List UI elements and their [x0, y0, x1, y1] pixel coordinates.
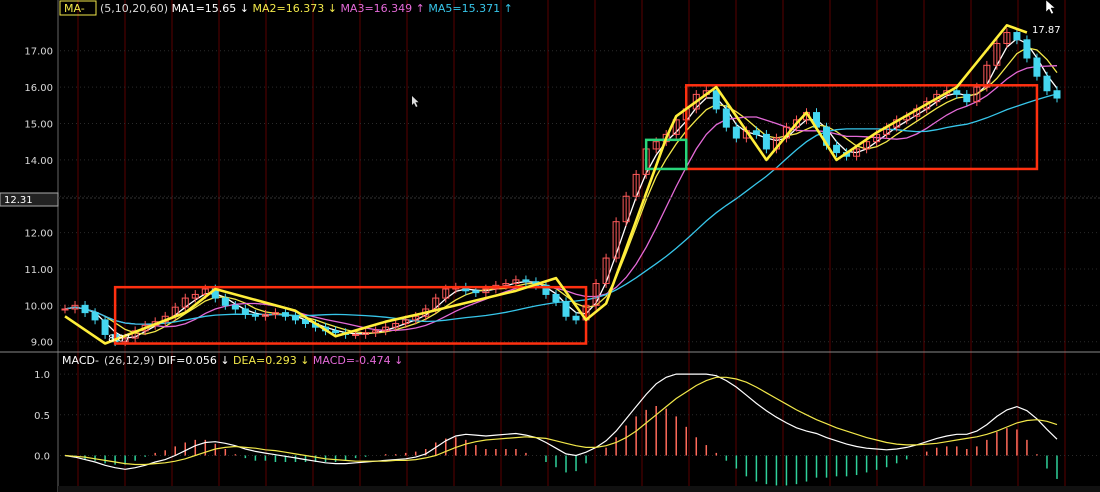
candle	[572, 311, 580, 325]
candle	[833, 140, 841, 157]
dif-line	[64, 373, 1058, 470]
candle	[762, 130, 770, 154]
moving-average-lines	[64, 37, 1058, 339]
candle	[552, 290, 560, 307]
y-tick-label: 17.00	[24, 47, 53, 58]
ma-line-ma3	[64, 65, 1058, 332]
ma-line-ma5	[64, 93, 1058, 325]
candle	[1003, 28, 1011, 48]
ma-value: MA5=15.371 ↑	[428, 2, 512, 15]
candle	[722, 104, 730, 132]
y-tick-label: 10.00	[24, 301, 53, 312]
y-tick-label: 11.00	[24, 265, 53, 276]
candle	[562, 297, 570, 321]
candle	[362, 328, 370, 339]
zigzag-trend-lines	[64, 24, 1028, 345]
candle	[291, 311, 299, 325]
candle	[281, 308, 289, 321]
ma-params: (5,10,20,60)	[100, 2, 172, 15]
macd-value: MACD=-0.474 ↓	[313, 354, 403, 367]
current-price-tag: 12.31	[4, 195, 33, 206]
ma-value: MA3=16.349 ↑	[340, 2, 428, 15]
vertical-gridlines	[77, 0, 1066, 486]
y-tick-label: 9.00	[31, 338, 53, 349]
candle	[732, 122, 740, 143]
macd-y-tick-label: 0.5	[34, 411, 50, 422]
candle	[602, 253, 610, 288]
candle	[612, 217, 620, 263]
candle	[993, 39, 1001, 70]
indicator-tag-box[interactable]	[59, 0, 97, 16]
candle	[1033, 53, 1041, 81]
ma-line-ma2	[64, 47, 1058, 335]
candle	[512, 275, 520, 288]
macd-y-tick-label: 1.0	[34, 370, 50, 381]
low-price-label: 8.87	[108, 334, 130, 345]
consolidation-box	[113, 285, 588, 345]
zigzag-line	[64, 24, 1028, 345]
candle	[372, 326, 380, 337]
y-tick-label: 12.00	[24, 229, 53, 240]
y-tick-label: 16.00	[24, 83, 53, 94]
candle	[241, 304, 249, 319]
consolidation-box	[685, 84, 1039, 171]
candle	[632, 170, 640, 201]
candle	[522, 275, 530, 287]
candle	[231, 300, 239, 314]
candle	[81, 300, 89, 317]
candle	[672, 115, 680, 139]
candle	[592, 279, 600, 310]
ma-value: MA1=15.65 ↓	[172, 2, 253, 15]
candle	[382, 322, 390, 336]
candle	[712, 86, 720, 114]
candle	[191, 290, 199, 303]
date-axis-strip	[58, 486, 1100, 492]
candle	[973, 82, 981, 107]
candle	[71, 300, 79, 314]
y-tick-label: 14.00	[24, 156, 53, 167]
candle	[271, 308, 279, 319]
candle	[91, 308, 99, 325]
candle	[392, 319, 400, 332]
mouse-cursor-icon	[1045, 0, 1056, 15]
macd-histogram	[74, 405, 1058, 486]
candle	[1023, 35, 1031, 63]
ma-value: MA2=16.373 ↓	[253, 2, 341, 15]
candle	[752, 126, 760, 139]
price-indicator-values: (5,10,20,60) MA1=15.65 ↓ MA2=16.373 ↓ MA…	[100, 2, 513, 15]
candle	[101, 315, 109, 339]
candle	[221, 293, 229, 310]
mouse-cursor-icon	[412, 96, 419, 107]
high-price-label: 17.87	[1032, 25, 1061, 36]
dea-line	[64, 376, 1058, 466]
macd-y-tick-label: 0.0	[34, 452, 50, 463]
candle	[261, 310, 269, 321]
macd-indicator-values: (26,12,9) DIF=0.056 ↓ DEA=0.293 ↓ MACD=-…	[104, 354, 403, 367]
macd-y-axis: 0.0 0.5 1.0	[34, 370, 1100, 463]
candle	[181, 293, 189, 312]
macd-indicator-label[interactable]: MACD-	[62, 354, 99, 367]
price-indicator-label[interactable]: MA-	[64, 2, 85, 15]
candle	[1043, 71, 1051, 96]
candle	[251, 310, 259, 321]
current-price-tag-box	[0, 192, 59, 207]
macd-lines	[64, 373, 1058, 470]
macd-params: (26,12,9)	[104, 354, 158, 367]
macd-value: DIF=0.056 ↓	[158, 354, 233, 367]
y-tick-label: 15.00	[24, 119, 53, 130]
candle	[1053, 86, 1061, 103]
candle	[1013, 28, 1021, 45]
candle	[963, 90, 971, 107]
candle	[61, 304, 69, 314]
macd-value: DEA=0.293 ↓	[233, 354, 313, 367]
ma-line-ma1	[64, 37, 1058, 339]
candle	[542, 280, 550, 299]
